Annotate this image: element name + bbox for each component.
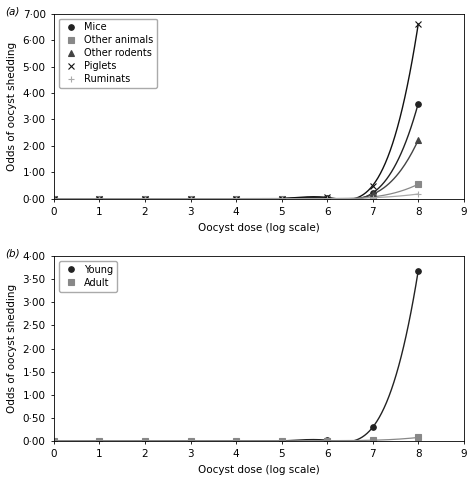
Young bbox=[415, 268, 421, 274]
Legend: Young, Adult: Young, Adult bbox=[59, 261, 117, 292]
Other rodents bbox=[188, 196, 193, 201]
Young bbox=[142, 438, 148, 444]
Mice bbox=[324, 195, 330, 201]
Other rodents bbox=[370, 191, 375, 197]
Other animals bbox=[97, 196, 102, 201]
Other rodents bbox=[279, 196, 284, 201]
Ruminats bbox=[415, 191, 421, 197]
Mice bbox=[188, 196, 193, 201]
Other rodents bbox=[142, 196, 148, 201]
Ruminats bbox=[51, 196, 57, 201]
Mice bbox=[415, 101, 421, 107]
Text: (a): (a) bbox=[5, 6, 19, 16]
Other animals bbox=[279, 196, 284, 201]
Adult bbox=[97, 438, 102, 444]
Other animals bbox=[415, 181, 421, 187]
Other rodents bbox=[415, 137, 421, 143]
Piglets bbox=[188, 196, 193, 201]
Mice bbox=[370, 190, 375, 196]
Other rodents bbox=[97, 196, 102, 201]
Line: Young: Young bbox=[51, 268, 421, 444]
Line: Piglets: Piglets bbox=[51, 21, 422, 202]
Piglets bbox=[415, 21, 421, 27]
X-axis label: Oocyst dose (log scale): Oocyst dose (log scale) bbox=[198, 223, 320, 233]
Piglets bbox=[324, 195, 330, 201]
Young bbox=[279, 438, 284, 444]
Other animals bbox=[370, 194, 375, 200]
Other animals bbox=[233, 196, 239, 201]
Piglets bbox=[279, 196, 284, 201]
Ruminats bbox=[279, 196, 284, 201]
Adult bbox=[51, 438, 57, 444]
Piglets bbox=[51, 196, 57, 201]
Line: Ruminats: Ruminats bbox=[51, 190, 422, 202]
Other animals bbox=[188, 196, 193, 201]
Other animals bbox=[324, 196, 330, 201]
Ruminats bbox=[188, 196, 193, 201]
Line: Other rodents: Other rodents bbox=[51, 137, 421, 201]
Young bbox=[97, 438, 102, 444]
Legend: Mice, Other animals, Other rodents, Piglets, Ruminats: Mice, Other animals, Other rodents, Pigl… bbox=[59, 18, 157, 88]
Other animals bbox=[51, 196, 57, 201]
Adult bbox=[142, 438, 148, 444]
Adult bbox=[324, 438, 330, 443]
Piglets bbox=[97, 196, 102, 201]
Young bbox=[324, 437, 330, 443]
Mice bbox=[97, 196, 102, 201]
Line: Mice: Mice bbox=[51, 101, 421, 201]
Ruminats bbox=[370, 195, 375, 201]
Other rodents bbox=[233, 196, 239, 201]
Adult bbox=[188, 438, 193, 444]
Other rodents bbox=[324, 196, 330, 201]
Other animals bbox=[142, 196, 148, 201]
Text: (b): (b) bbox=[5, 249, 19, 259]
Y-axis label: Odds of oocyst shedding: Odds of oocyst shedding bbox=[7, 284, 17, 413]
Piglets bbox=[370, 183, 375, 188]
Ruminats bbox=[97, 196, 102, 201]
Ruminats bbox=[233, 196, 239, 201]
Young bbox=[188, 438, 193, 444]
Young bbox=[51, 438, 57, 444]
Y-axis label: Odds of oocyst shedding: Odds of oocyst shedding bbox=[7, 41, 17, 171]
Young bbox=[370, 424, 375, 430]
Mice bbox=[279, 196, 284, 201]
Piglets bbox=[142, 196, 148, 201]
Other rodents bbox=[51, 196, 57, 201]
Adult bbox=[370, 437, 375, 443]
Adult bbox=[279, 438, 284, 444]
Ruminats bbox=[142, 196, 148, 201]
Line: Other animals: Other animals bbox=[51, 181, 421, 201]
X-axis label: Oocyst dose (log scale): Oocyst dose (log scale) bbox=[198, 465, 320, 475]
Adult bbox=[233, 438, 239, 444]
Adult bbox=[415, 435, 421, 441]
Piglets bbox=[233, 196, 239, 201]
Ruminats bbox=[324, 196, 330, 201]
Young bbox=[233, 438, 239, 444]
Mice bbox=[142, 196, 148, 201]
Mice bbox=[51, 196, 57, 201]
Mice bbox=[233, 196, 239, 201]
Line: Adult: Adult bbox=[51, 435, 421, 444]
